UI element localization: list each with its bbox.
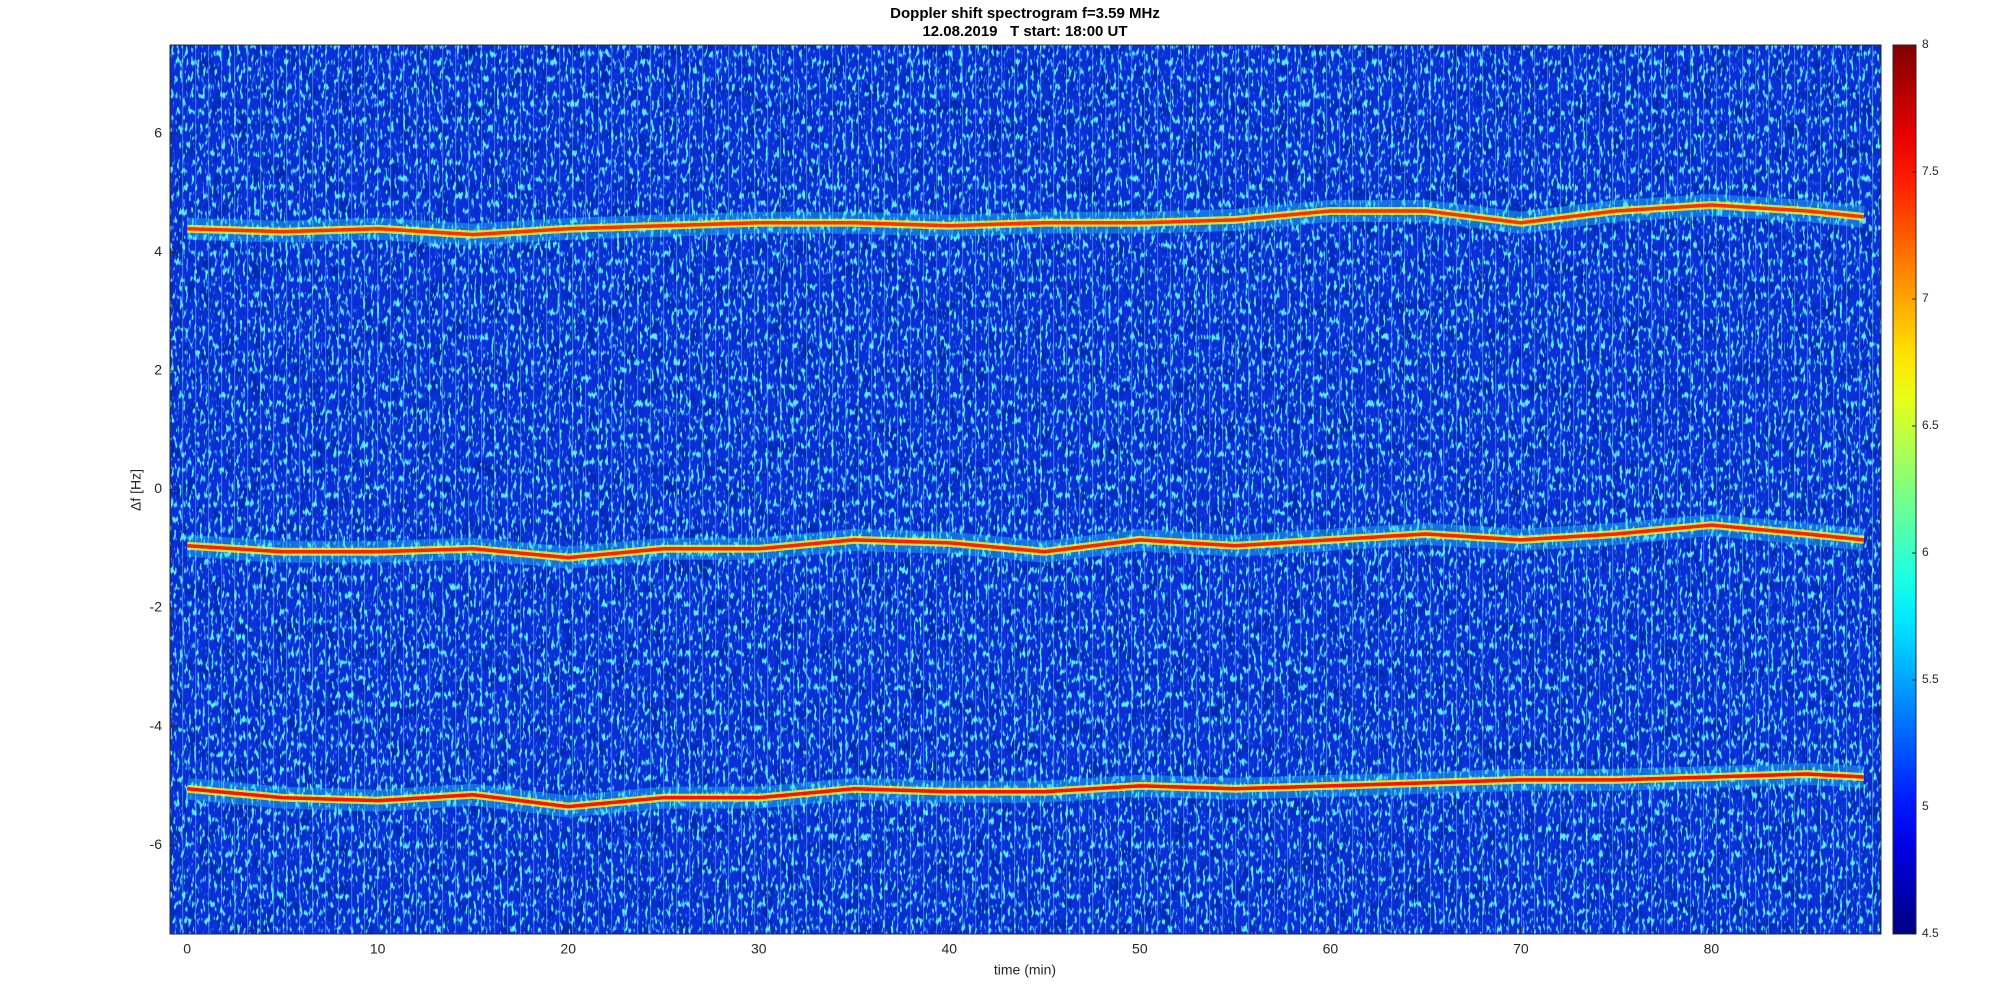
- x-tick-label: 10: [370, 941, 386, 957]
- x-tick-label: 80: [1704, 941, 1720, 957]
- x-tick-label: 70: [1513, 941, 1529, 957]
- y-axis-label: Δf [Hz]: [128, 469, 144, 511]
- x-tick-label: 60: [1323, 941, 1339, 957]
- trace: [187, 523, 1865, 560]
- chart-subtitle: 12.08.2019 T start: 18:00 UT: [922, 23, 1127, 40]
- trace: [186, 772, 1864, 809]
- x-tick-label: 0: [183, 941, 191, 957]
- colorbar: [1892, 44, 1917, 935]
- y-tick-label: 0: [154, 480, 162, 496]
- y-tick-label: 2: [154, 362, 162, 378]
- plot-area: [170, 45, 1881, 934]
- y-tick-label: -6: [150, 836, 163, 852]
- y-tick-label: 4: [154, 243, 162, 259]
- colorbar-tick-label: 7.5: [1922, 164, 1939, 178]
- y-tick-label: -4: [150, 717, 163, 733]
- colorbar-tick-label: 6.5: [1922, 418, 1939, 432]
- colorbar-tick-label: 8: [1922, 37, 1929, 51]
- trace: [187, 203, 1865, 237]
- x-tick-label: 40: [941, 941, 957, 957]
- colorbar-tick-label: 5: [1922, 799, 1929, 813]
- y-tick-label: 6: [154, 125, 162, 141]
- colorbar-tick-label: 7: [1922, 291, 1929, 305]
- x-tick-label: 20: [560, 941, 576, 957]
- colorbar-tick-label: 6: [1922, 545, 1929, 559]
- colorbar-tick-label: 5.5: [1922, 672, 1939, 686]
- chart-title: Doppler shift spectrogram f=3.59 MHz: [890, 5, 1160, 22]
- y-tick-label: -2: [150, 599, 163, 615]
- texture: [170, 45, 1881, 934]
- x-axis-label: time (min): [994, 962, 1056, 978]
- x-tick-label: 30: [751, 941, 767, 957]
- x-tick-label: 50: [1132, 941, 1148, 957]
- colorbar-tick-label: 4.5: [1922, 926, 1939, 940]
